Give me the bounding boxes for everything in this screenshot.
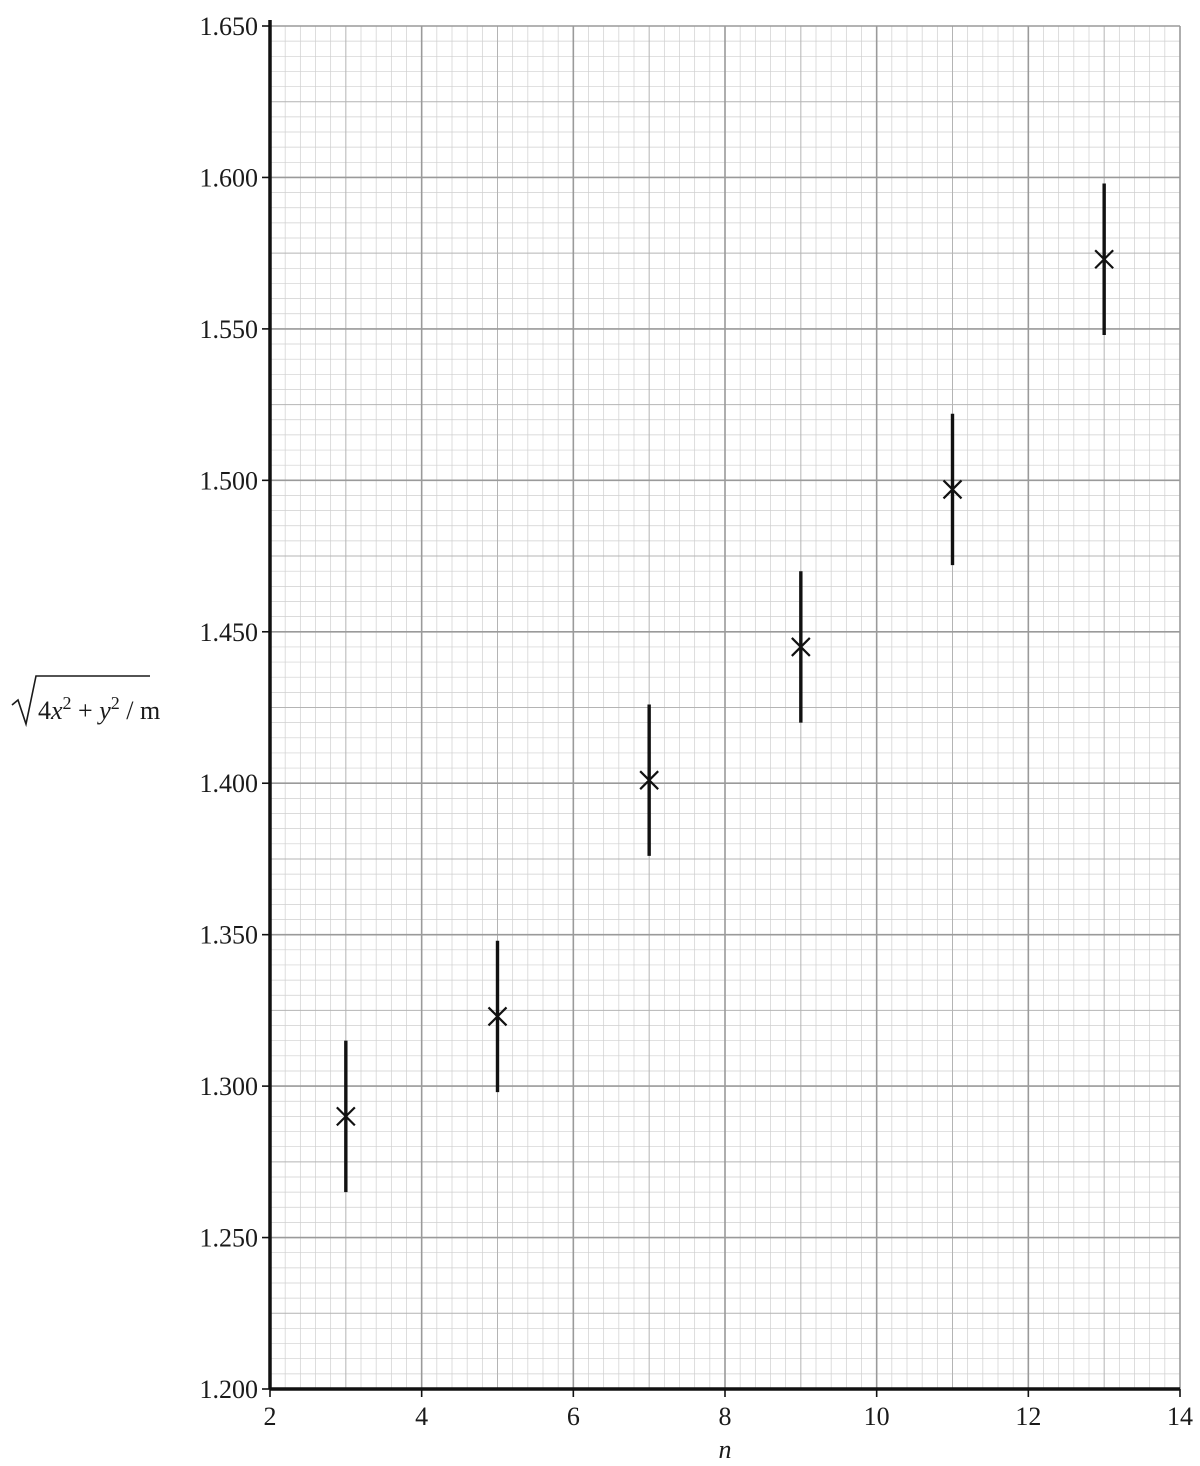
y-tick-label: 1.200 (200, 1375, 259, 1404)
x-tick-label: 12 (1015, 1402, 1041, 1431)
x-tick-label: 6 (567, 1402, 580, 1431)
x-tick-label: 14 (1167, 1402, 1193, 1431)
y-tick-label: 1.250 (200, 1224, 259, 1253)
y-label-plus: + (72, 696, 100, 725)
y-tick-label: 1.650 (200, 12, 259, 41)
y-label-var-x: x (50, 696, 63, 725)
y-tick-label: 1.300 (200, 1072, 259, 1101)
x-axis-label: n (719, 1435, 732, 1464)
point-marker-stroke-b (791, 637, 811, 657)
y-tick-labels: 1.200 1.250 1.300 1.350 1.400 1.450 1.500 1.550… (200, 12, 259, 1404)
y-tick-label: 1.550 (200, 315, 259, 344)
point-marker-stroke-b (336, 1106, 356, 1127)
y-tick-label: 1.400 (200, 769, 259, 798)
y-label-coef: 4 (38, 696, 51, 725)
y-label-unit: / m (120, 696, 160, 725)
y-label-exp-x: 2 (63, 693, 72, 713)
y-label-exp-y: 2 (111, 693, 120, 713)
point-marker-stroke-b (1094, 249, 1114, 270)
y-tick-label: 1.450 (200, 618, 259, 647)
x-tick-label: 4 (415, 1402, 428, 1431)
x-tick-label: 2 (264, 1402, 277, 1431)
y-axis-label-text: 4x2 + y2 / m (38, 693, 160, 725)
x-tick-labels: 2 4 6 8 10 12 14 (264, 1402, 1194, 1431)
axes (262, 20, 1181, 1397)
y-axis-label: 4x2 + y2 / m (11, 675, 160, 728)
x-tick-label: 10 (864, 1402, 890, 1431)
y-tick-label: 1.350 (200, 921, 259, 950)
y-label-var-y: y (96, 696, 111, 725)
x-tick-label: 8 (719, 1402, 732, 1431)
y-tick-label: 1.600 (200, 163, 259, 192)
point-marker-stroke-b (942, 479, 963, 500)
point-marker-stroke-b (639, 770, 659, 790)
sqrt-symbol (11, 675, 150, 728)
y-tick-label: 1.500 (200, 466, 259, 495)
point-marker-stroke-b (487, 1006, 508, 1027)
data-points (336, 183, 1114, 1193)
